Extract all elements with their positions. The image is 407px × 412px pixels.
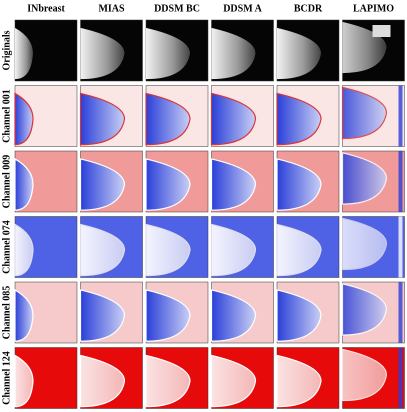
label-strip — [398, 216, 403, 278]
image-cell — [210, 347, 274, 409]
breast-region — [276, 289, 322, 342]
breast-region — [276, 354, 322, 408]
image-cell — [14, 216, 78, 278]
column-header: DDSM A — [223, 3, 262, 14]
image-cell — [79, 85, 143, 147]
image-cell — [14, 347, 78, 409]
column-header: DDSM BC — [154, 3, 200, 14]
breast-region — [145, 92, 191, 146]
breast-region — [341, 152, 388, 205]
row-label: Channel 009 — [1, 155, 12, 209]
breast-region — [145, 223, 191, 277]
label-strip — [398, 151, 403, 212]
row-label: Channel 085 — [1, 286, 12, 340]
breast-region — [146, 27, 190, 80]
breast-region — [14, 354, 34, 408]
breast-region — [276, 92, 322, 146]
row-label: Channel 074 — [1, 220, 12, 274]
breast-region — [341, 348, 388, 402]
breast-region — [277, 27, 321, 80]
image-cell — [276, 216, 340, 278]
label-strip — [398, 85, 403, 147]
image-cell — [341, 347, 405, 409]
breast-region — [80, 27, 125, 80]
image-cell — [145, 19, 209, 82]
breast-region — [210, 223, 257, 277]
breast-region — [210, 92, 257, 146]
image-cell — [276, 281, 340, 344]
image-cell — [14, 19, 78, 82]
row-label: Originals — [1, 30, 12, 70]
breast-region — [210, 158, 257, 211]
breast-region — [210, 289, 257, 342]
image-cell — [341, 150, 405, 213]
image-cell — [342, 19, 405, 82]
breast-region — [14, 223, 34, 277]
breast-region — [14, 92, 34, 146]
image-cell — [145, 216, 209, 278]
image-cell — [14, 281, 78, 344]
breast-region — [276, 223, 322, 277]
image-cell — [145, 85, 209, 147]
image-cell — [276, 150, 340, 213]
row-label: Channel 124 — [1, 351, 12, 405]
breast-region — [79, 92, 126, 146]
breast-region — [341, 217, 388, 271]
image-cell — [210, 216, 274, 278]
column-header: LAPIMO — [353, 3, 394, 14]
image-cell — [79, 347, 143, 409]
breast-region — [341, 283, 388, 336]
image-cell — [79, 216, 143, 278]
row-label: Channel 001 — [1, 89, 12, 143]
breast-region — [79, 158, 126, 211]
image-cell — [341, 281, 405, 344]
image-cell — [14, 85, 78, 147]
breast-region — [145, 289, 191, 342]
image-cell — [276, 19, 340, 82]
breast-region — [210, 354, 257, 408]
label-strip — [398, 282, 403, 343]
column-header: INbreast — [27, 3, 65, 14]
image-cell — [341, 85, 405, 147]
breast-region — [14, 288, 34, 342]
column-header: MIAS — [98, 3, 125, 14]
image-cell — [145, 347, 209, 409]
image-cell — [341, 216, 405, 278]
image-cell — [276, 347, 340, 409]
image-cell — [80, 19, 143, 82]
image-cell — [211, 19, 274, 82]
image-cell — [145, 281, 209, 344]
breast-region — [276, 158, 322, 211]
breast-region — [79, 289, 126, 342]
breast-region — [15, 27, 33, 80]
image-cell — [14, 150, 78, 213]
image-cell — [276, 85, 340, 147]
breast-region — [341, 86, 388, 140]
image-cell — [210, 281, 274, 344]
breast-region — [79, 354, 126, 408]
label-strip — [398, 347, 403, 409]
image-cell — [145, 150, 209, 213]
breast-region — [145, 354, 191, 408]
breast-region — [79, 223, 126, 277]
breast-region — [14, 157, 34, 211]
label-marker — [372, 25, 391, 37]
image-cell — [79, 281, 143, 344]
breast-region — [145, 158, 191, 211]
column-header: BCDR — [294, 3, 323, 14]
image-cell — [79, 150, 143, 213]
breast-region — [211, 27, 256, 80]
image-cell — [210, 85, 274, 147]
image-cell — [210, 150, 274, 213]
